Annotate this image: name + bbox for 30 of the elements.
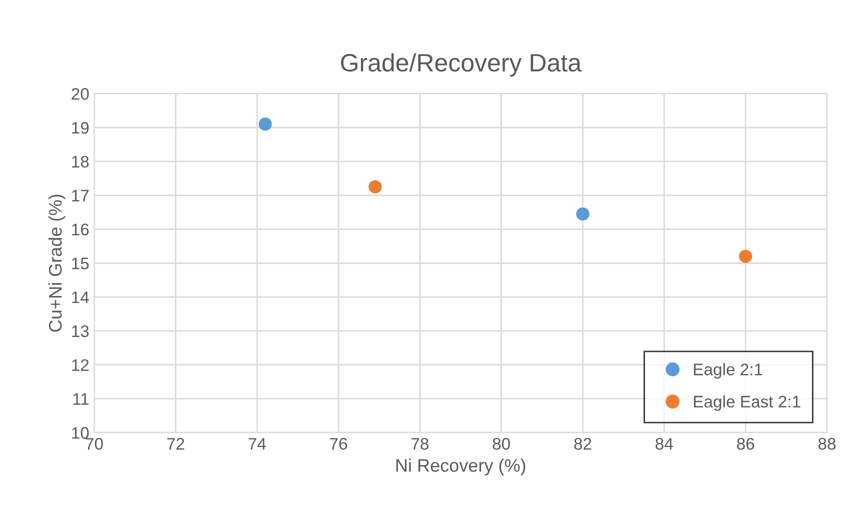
x-tick-label: 84 (656, 438, 673, 450)
y-tick-label: 13 (72, 325, 89, 338)
x-tick-label: 76 (330, 438, 348, 450)
y-tick-label: 11 (73, 393, 89, 405)
y-tick-label: 18 (72, 156, 89, 168)
y-axis-title: Cu+Ni Grade (%) (48, 194, 66, 332)
point (576, 207, 590, 221)
legend-label: Eagle 2:1 (694, 363, 762, 379)
y-tick-label: 15 (72, 258, 89, 270)
x-tick-label: 70 (86, 438, 103, 450)
x-tick-label: 86 (737, 438, 754, 450)
x-tick-label: 80 (492, 438, 510, 450)
x-tick-label: 72 (167, 438, 184, 450)
y-tick-label: 12 (72, 359, 89, 371)
legend-label: Eagle East 2:1 (694, 395, 800, 411)
chart-title: Grade/Recovery Data (341, 53, 582, 77)
point (258, 118, 272, 131)
y-tick-label: 16 (72, 224, 89, 236)
x-tick-label: 74 (248, 438, 266, 450)
y-tick-label: 17 (72, 190, 89, 202)
x-tick-label: 82 (574, 438, 592, 450)
point (368, 180, 382, 194)
x-axis-title: Ni Recovery (%) (396, 458, 526, 476)
y-tick-label: 20 (72, 88, 89, 100)
x-tick-label: 88 (818, 438, 836, 450)
x-tick-label: 78 (412, 438, 428, 450)
y-tick-label: 19 (72, 122, 89, 134)
point (739, 250, 752, 263)
y-tick-label: 14 (72, 292, 89, 304)
y-tick-label: 10 (72, 427, 89, 439)
